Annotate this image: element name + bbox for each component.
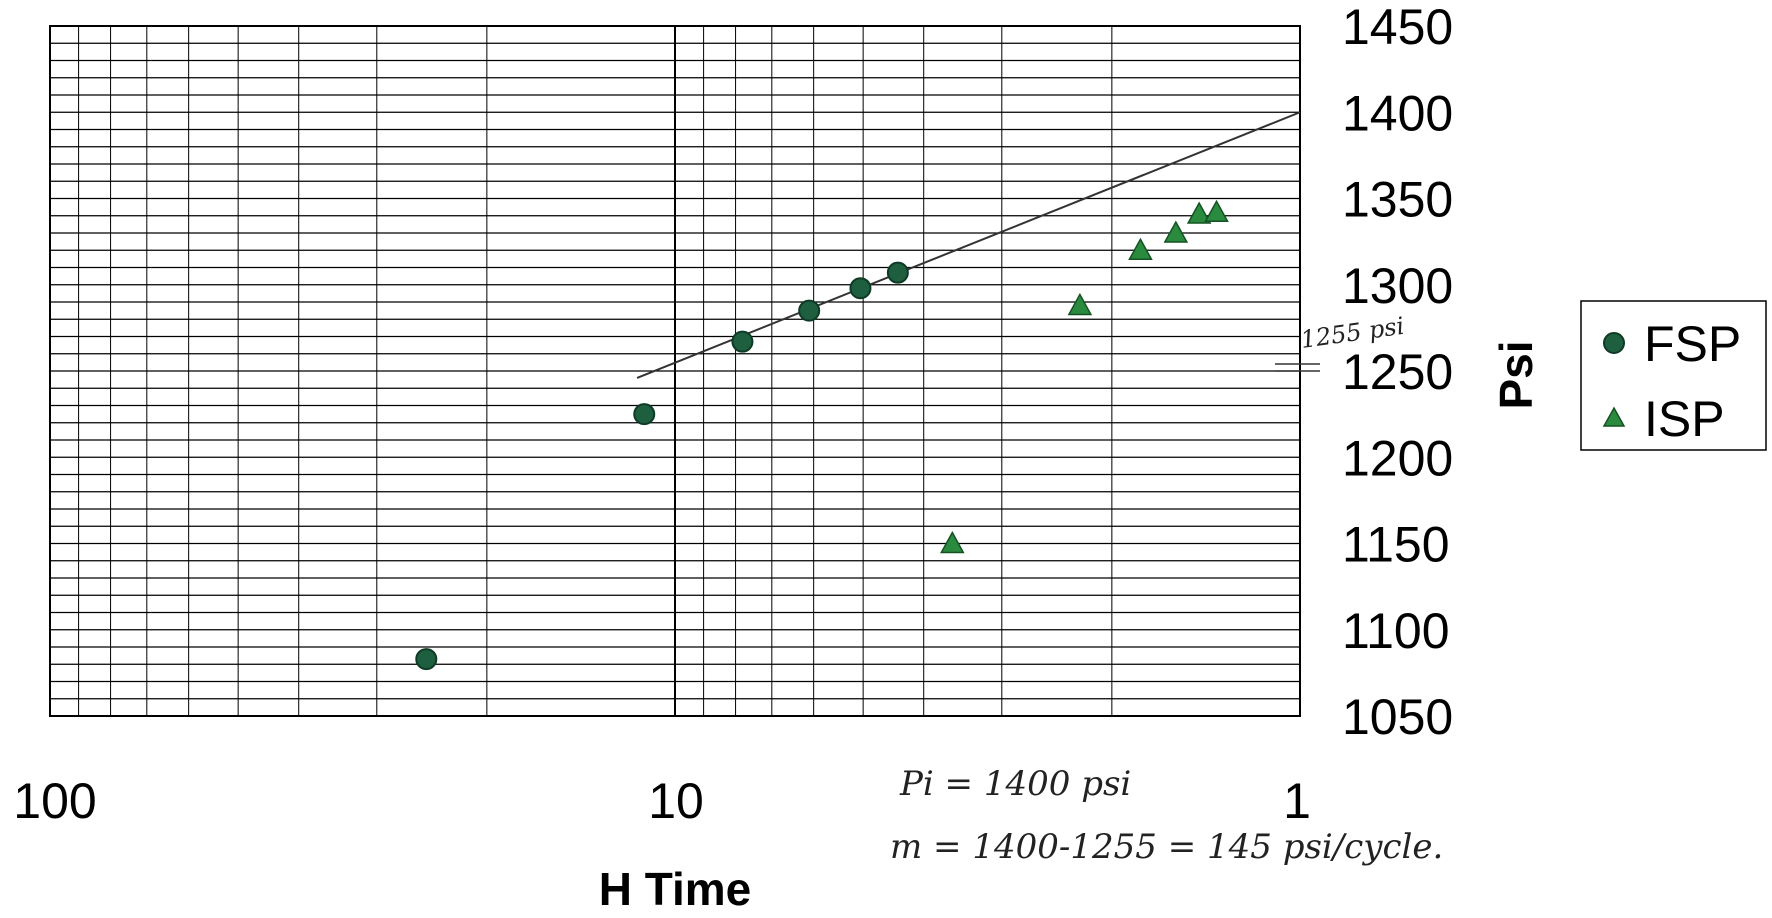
data-point-fsp <box>888 263 908 283</box>
y-tick-label: 1400 <box>1342 85 1453 141</box>
data-marks <box>416 201 1227 669</box>
y-tick-labels: 1450 1400 1350 1300 1250 1200 1150 1100 1050 <box>1342 0 1453 745</box>
data-point-isp <box>1069 294 1091 314</box>
grid <box>50 26 1300 716</box>
data-point-fsp <box>732 332 752 352</box>
x-tick-label: 1 <box>1283 773 1311 829</box>
data-point-fsp <box>416 649 436 669</box>
annotation-line-1: Pi = 1400 psi <box>899 764 1131 804</box>
data-point-fsp <box>850 278 870 298</box>
data-point-fsp <box>634 404 654 424</box>
y-tick-label: 1250 <box>1342 344 1453 400</box>
data-point-isp <box>1206 201 1228 221</box>
y-tick-label: 1350 <box>1342 172 1453 228</box>
annotation-line-2: m = 1400-1255 = 145 psi/cycle. <box>890 827 1443 867</box>
y-tick-label: 1150 <box>1342 517 1450 573</box>
x-tick-label: 10 <box>648 773 704 829</box>
y-axis-title: Psi <box>1490 340 1542 409</box>
y-tick-label: 1450 <box>1342 0 1453 55</box>
legend-fsp-marker <box>1604 333 1624 353</box>
legend-isp-label: ISP <box>1644 391 1725 447</box>
y-tick-label: 1200 <box>1342 430 1453 486</box>
y-tick-label: 1300 <box>1342 258 1453 314</box>
legend-fsp-label: FSP <box>1644 316 1741 372</box>
data-point-isp <box>1129 239 1151 259</box>
legend: FSP ISP <box>1581 301 1766 450</box>
x-axis-title: H Time <box>599 863 752 915</box>
y-tick-label: 1050 <box>1342 689 1453 745</box>
y-tick-label: 1100 <box>1342 603 1450 659</box>
data-point-isp <box>1165 222 1187 242</box>
x-tick-label: 100 <box>13 773 96 829</box>
data-point-fsp <box>799 301 819 321</box>
data-point-isp <box>941 533 963 553</box>
